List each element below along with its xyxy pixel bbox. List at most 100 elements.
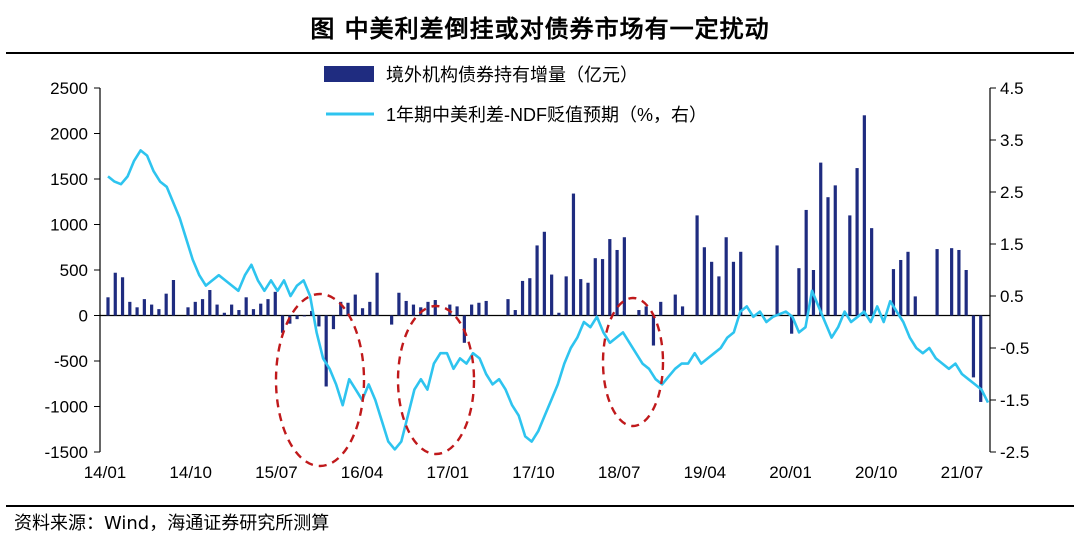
bar	[346, 302, 350, 316]
bar	[797, 268, 801, 316]
spread-line	[107, 149, 990, 451]
y-left-tick-label: -1500	[45, 443, 88, 462]
bar	[870, 228, 874, 316]
bar	[608, 239, 612, 316]
annotation-ellipse	[274, 292, 366, 468]
bar	[891, 269, 896, 316]
bar-series	[106, 115, 983, 402]
bar	[622, 237, 626, 316]
bar	[237, 310, 241, 316]
bar	[397, 292, 401, 316]
bar	[353, 294, 357, 316]
bar	[950, 248, 954, 316]
bar	[935, 249, 939, 316]
x-tick-label: 16/04	[341, 463, 384, 482]
bar	[426, 301, 430, 316]
bar	[251, 309, 256, 316]
y-left-tick-label: 0	[79, 307, 88, 326]
bar	[695, 215, 699, 316]
bar	[535, 245, 539, 316]
bar	[571, 193, 576, 316]
bar	[157, 309, 161, 316]
bar	[520, 280, 525, 316]
bar	[550, 274, 554, 316]
bar	[804, 209, 808, 316]
x-tick-label: 18/07	[598, 463, 641, 482]
bar	[913, 296, 917, 316]
bar	[259, 303, 263, 316]
x-tick-label: 20/01	[769, 463, 812, 482]
title-divider	[6, 52, 1074, 54]
chart-title: 图 中美利差倒挂或对债券市场有一定扰动	[310, 14, 770, 43]
annotation-ellipse	[601, 296, 665, 428]
bar	[528, 278, 532, 316]
bar	[513, 310, 517, 316]
bar	[404, 300, 408, 316]
bar	[586, 282, 590, 316]
bar	[411, 304, 416, 316]
bar	[848, 215, 852, 316]
bar	[120, 277, 125, 316]
bar	[739, 251, 743, 316]
bar	[106, 297, 110, 316]
bar	[360, 308, 365, 316]
y-left-tick-label: 1500	[50, 170, 88, 189]
bar	[200, 299, 205, 316]
bar	[128, 301, 132, 316]
y-left-tick-label: -500	[54, 352, 88, 371]
bar	[470, 304, 474, 316]
x-tick-label: 14/10	[169, 463, 212, 482]
bar	[615, 249, 619, 316]
bar	[979, 315, 983, 402]
bar	[317, 315, 321, 327]
bar	[113, 272, 117, 316]
source-note: 资料来源：Wind，海通证券研究所测算	[14, 513, 330, 534]
x-tick-label: 14/01	[84, 463, 127, 482]
bar	[215, 304, 219, 316]
bar	[899, 259, 903, 316]
bar	[710, 261, 714, 316]
bar	[600, 259, 605, 316]
bar	[230, 304, 234, 316]
y-left-tick-label: 500	[60, 261, 88, 280]
bar	[579, 279, 583, 316]
bar	[280, 315, 285, 333]
bar	[906, 251, 910, 316]
bar	[644, 306, 648, 316]
bar	[244, 297, 248, 316]
bar	[150, 304, 154, 316]
bar	[557, 312, 561, 316]
bar	[659, 301, 663, 316]
bar	[702, 247, 706, 316]
annotations	[274, 292, 665, 468]
x-tick-label: 17/10	[512, 463, 555, 482]
bar	[186, 307, 190, 316]
footer-divider	[6, 505, 1074, 507]
bar	[295, 315, 299, 320]
x-tick-label: 21/07	[941, 463, 984, 482]
bar	[135, 307, 139, 316]
bar	[593, 258, 597, 316]
bar	[368, 301, 372, 316]
bar	[142, 299, 146, 316]
bar	[506, 299, 510, 316]
bar	[164, 293, 168, 316]
y-right-tick-label: 2.5	[1000, 183, 1024, 202]
bar	[833, 185, 837, 316]
bar	[862, 115, 866, 316]
y-left-tick-label: 1000	[50, 216, 88, 235]
bar	[680, 306, 685, 316]
x-tick-label: 19/04	[684, 463, 727, 482]
bar	[957, 249, 961, 316]
bar	[222, 312, 226, 316]
y-right-tick-label: 0.5	[1000, 287, 1024, 306]
legend-bar-swatch	[324, 66, 374, 82]
bar	[964, 270, 968, 316]
chart-canvas: 2500 2000 1500 1000 500 0 -500 -1000 -1500 4.5 3.5…	[45, 65, 1030, 482]
y-right-tick-label: 4.5	[1000, 79, 1024, 98]
bar	[484, 300, 488, 316]
bar	[717, 276, 721, 316]
bar	[971, 315, 976, 378]
bar	[731, 261, 736, 316]
y-left-tick-label: 2000	[50, 125, 88, 144]
